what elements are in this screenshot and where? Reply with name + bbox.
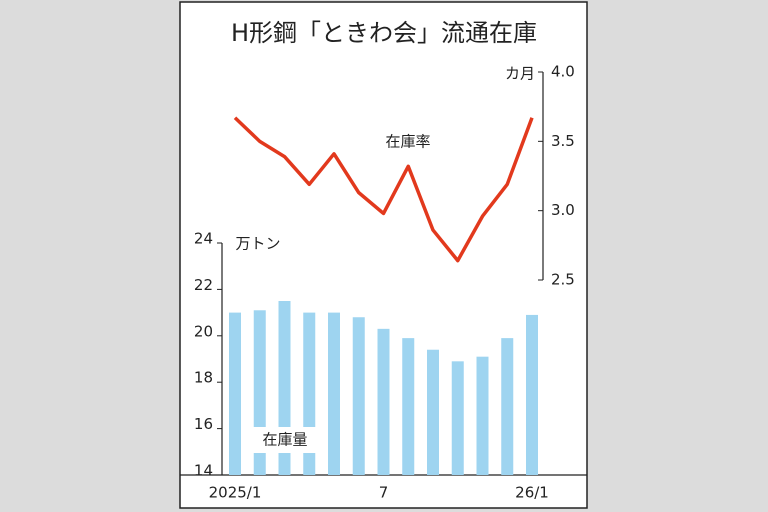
bar <box>451 361 464 475</box>
bar <box>229 312 241 475</box>
bar <box>377 328 390 475</box>
y-tick-label: 20 <box>194 322 213 340</box>
line <box>233 116 534 263</box>
bar <box>402 338 415 475</box>
y-tick-label: 18 <box>194 369 213 387</box>
bar <box>352 317 365 475</box>
y-tick-label: 24 <box>194 230 213 248</box>
y2-tick-label: 2.5 <box>551 271 575 289</box>
x-tick-label: 26/1 <box>515 484 549 502</box>
y2-tick-label: 3.0 <box>551 201 575 219</box>
y-tick-label: 14 <box>194 462 213 480</box>
label-bg <box>248 427 322 453</box>
series-label: 在庫率 <box>385 133 430 151</box>
bar <box>476 356 489 475</box>
bar <box>328 312 340 475</box>
bar <box>427 349 439 475</box>
x-tick-label: 7 <box>379 484 389 502</box>
x-tick-label: 2025/1 <box>209 484 262 502</box>
bar <box>526 314 538 475</box>
y-unit: 万トン <box>235 235 280 253</box>
y2-tick-label: 4.0 <box>551 63 575 81</box>
y-tick-label: 16 <box>194 415 213 433</box>
y2-tick-label: 3.5 <box>551 132 575 150</box>
y2-unit: カ月 <box>505 65 535 83</box>
bar <box>501 338 514 475</box>
series-label: 在庫量 <box>262 431 307 449</box>
chart-title: H形鋼「ときわ会」流通在庫 <box>231 19 537 47</box>
y-tick-label: 22 <box>194 276 213 294</box>
